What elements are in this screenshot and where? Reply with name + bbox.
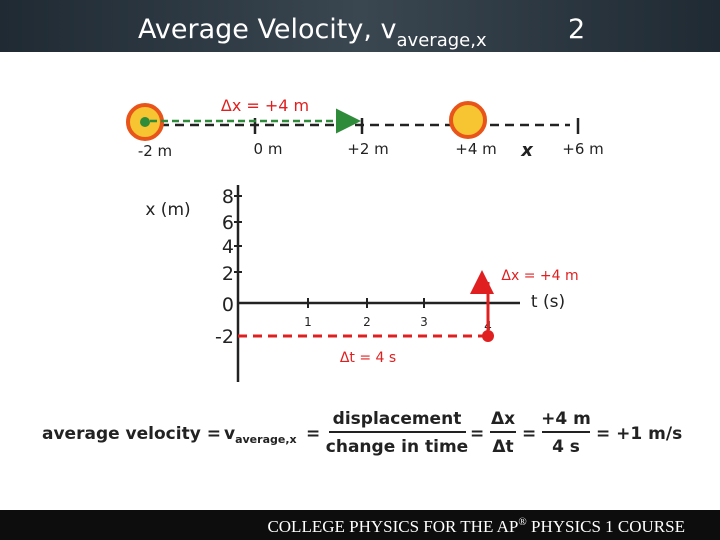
title: Average Velocity, vaverage,x	[138, 14, 487, 51]
y-tick: 0	[222, 294, 234, 316]
eq-result: = +1 m/s	[596, 424, 682, 444]
line-label: +2 m	[347, 140, 389, 158]
eq-num: +4 m	[541, 409, 591, 429]
eq-v-sub: average,x	[235, 433, 297, 446]
end-point	[482, 330, 494, 342]
footer-main: COLLEGE PHYSICS FOR THE AP	[267, 517, 518, 536]
title-sub: average,x	[397, 30, 487, 51]
y-tick: 4	[222, 236, 234, 258]
slide-number: 2	[568, 14, 585, 45]
eq-den: 4 s	[552, 437, 580, 457]
eq-num: Δx	[491, 409, 515, 429]
eq-num: displacement	[333, 409, 462, 429]
eq-lhs: average velocity =	[42, 424, 221, 444]
eq-den: change in time	[326, 437, 468, 457]
displacement-label: Δx = +4 m	[221, 96, 309, 115]
x-tick: 3	[420, 315, 428, 329]
y-label: x (m)	[145, 200, 190, 220]
line-label: +6 m	[562, 140, 604, 158]
x-label: t (s)	[531, 292, 565, 312]
x-tick: 2	[363, 315, 371, 329]
title-bar	[0, 0, 720, 52]
eq-v-main: v	[224, 424, 235, 444]
line-label: -2 m	[138, 142, 172, 160]
footer-reg: ®	[518, 516, 526, 528]
y-tick: 2	[222, 263, 234, 285]
ball-center	[140, 117, 150, 127]
y-tick-marks	[234, 195, 489, 308]
ball-end	[449, 101, 487, 139]
axis-name: x	[520, 140, 534, 161]
y-tick: 6	[222, 212, 234, 234]
dt-label: Δt = 4 s	[340, 350, 396, 366]
line-label: +4 m	[455, 140, 497, 158]
dx-label: Δx = +4 m	[501, 268, 578, 284]
x-tick: 1	[304, 315, 312, 329]
line-label: 0 m	[254, 140, 283, 158]
eq-den: Δt	[492, 437, 513, 457]
eq-sign: =	[470, 424, 484, 444]
eq-sign: =	[522, 424, 536, 444]
footer-bar	[0, 510, 720, 540]
eq-v: vaverage,x	[224, 424, 297, 446]
footer-rest: PHYSICS 1 COURSE	[527, 517, 685, 536]
y-tick: 8	[222, 186, 234, 208]
equation: average velocity = vaverage,x = displace…	[42, 409, 682, 457]
title-main: Average Velocity, v	[138, 14, 397, 45]
footer-text: COLLEGE PHYSICS FOR THE AP® PHYSICS 1 CO…	[267, 516, 685, 536]
eq-sign: =	[306, 424, 320, 444]
y-tick: -2	[215, 326, 234, 348]
